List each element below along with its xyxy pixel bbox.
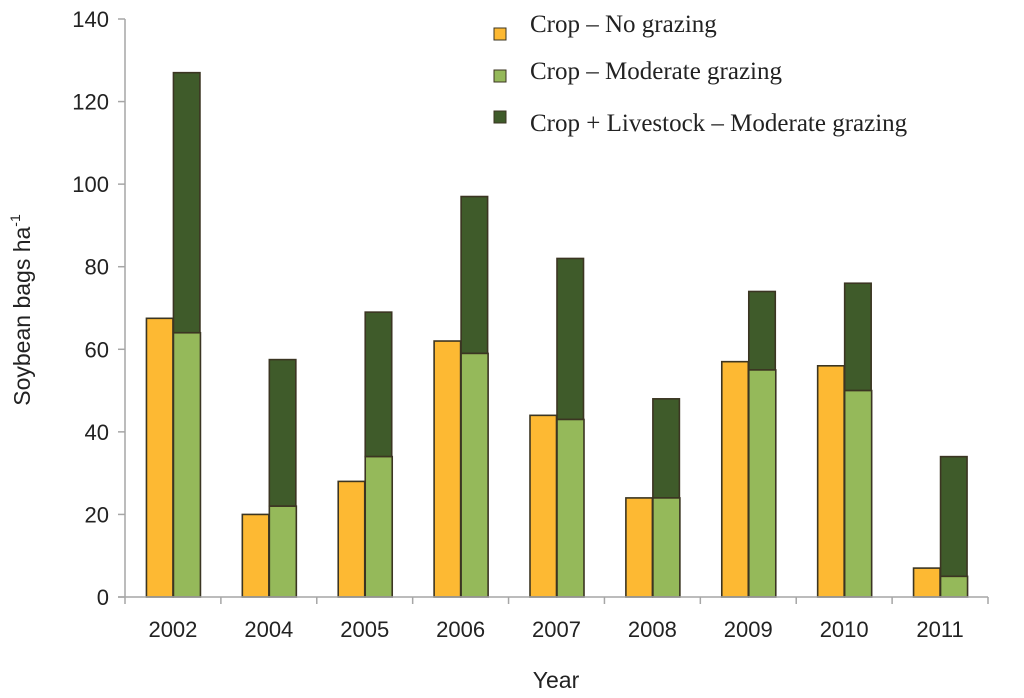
x-tick-label: 2002 [148,617,197,642]
bar-crop-no-grazing [529,414,558,598]
x-axis-title: Year [533,667,580,693]
x-tick-label: 2010 [820,617,869,642]
axes-layer [118,19,988,598]
bar-crop-moderate-grazing [843,389,873,598]
bar-crop-moderate-grazing [460,352,489,598]
x-tick-label: 2009 [724,617,773,642]
bar-crop-moderate-grazing [556,418,585,598]
bar-crop-livestock-moderate-grazing [460,195,489,355]
bar-group-2011 [912,455,969,598]
bar-crop-no-grazing [145,317,174,598]
x-tick-label: 2004 [244,617,293,642]
bar-crop-livestock-moderate-grazing [843,282,872,392]
legend-item: Crop – Moderate grazing [493,58,783,85]
y-tick-label: 20 [85,502,109,527]
x-tick-label: 2005 [340,617,389,642]
bar-crop-moderate-grazing [172,331,202,598]
y-ticks: 0 20 40 60 80 100 120 140 [72,7,125,610]
legend-label: Crop – No grazing [530,11,717,38]
bar-crop-moderate-grazing [747,369,777,598]
bar-crop-livestock-moderate-grazing [652,398,681,499]
y-axis-title-superscript: -1 [7,214,23,227]
bar-crop-livestock-moderate-grazing [939,455,968,578]
y-tick-label: 100 [72,172,109,197]
legend-label: Crop – Moderate grazing [530,58,783,85]
bar-crop-moderate-grazing [364,455,394,598]
bar-crop-no-grazing [912,567,941,598]
x-tick-label: 2011 [916,617,963,642]
bar-crop-moderate-grazing [652,497,681,598]
legend-swatch [493,110,507,124]
y-axis-title-text: Soybean bags ha [9,227,35,406]
bar-group-2006 [433,195,489,598]
bar-group-2007 [529,257,585,598]
bar-group-2010 [816,282,873,598]
y-axis-title: Soybean bags ha-1 [7,214,35,406]
bar-crop-livestock-moderate-grazing [172,71,201,334]
bar-group-2009 [720,290,777,598]
y-tick-label: 40 [85,420,109,445]
legend-item: Crop + Livestock – Moderate grazing [493,110,908,137]
y-tick-label: 60 [85,337,109,362]
legend-swatch [493,27,507,41]
y-tick-label: 0 [97,585,109,610]
bar-crop-no-grazing [625,497,654,598]
x-tick-label: 2006 [436,617,485,642]
bar-crop-livestock-moderate-grazing [268,358,297,507]
bar-crop-moderate-grazing [939,575,969,598]
bar-crop-livestock-moderate-grazing [747,290,777,371]
legend-label: Crop + Livestock – Moderate grazing [530,110,908,137]
bar-crop-no-grazing [816,364,845,598]
bar-crop-livestock-moderate-grazing [364,311,393,458]
bar-crop-no-grazing [720,360,750,598]
y-tick-label: 120 [72,90,109,115]
bar-group-2005 [337,311,394,598]
bars-layer [145,71,969,598]
x-tick-label: 2007 [532,617,581,642]
y-tick-label: 140 [72,7,109,32]
legend-swatch [493,69,507,83]
bar-crop-moderate-grazing [268,505,298,598]
x-ticks: 2002 2004 2005 2006 2007 2008 2009 2010 2011 [124,597,989,642]
x-tick-label: 2008 [628,617,677,642]
bar-group-2002 [145,71,202,598]
bar-group-2008 [625,398,681,598]
bar-crop-livestock-moderate-grazing [556,257,585,421]
bar-crop-no-grazing [241,513,270,598]
bar-crop-no-grazing [337,480,366,598]
svg-text:Soybean bags ha-1: Soybean bags ha-1 [7,214,35,406]
bar-crop-no-grazing [433,340,462,598]
legend-item: Crop – No grazing [493,11,717,41]
bar-group-2004 [241,358,298,598]
y-tick-label: 80 [85,255,109,280]
legend: Crop – No grazing Crop – Moderate grazing… [493,11,908,137]
